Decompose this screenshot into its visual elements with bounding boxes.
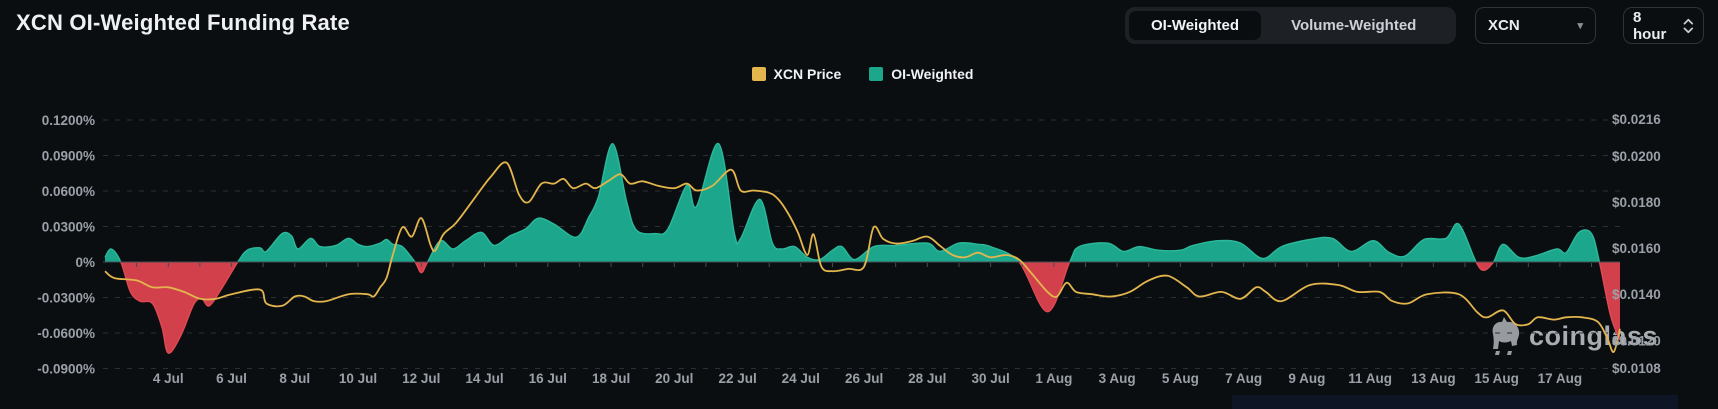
x-axis-label: 5 Aug [1162, 371, 1199, 386]
y-axis-left-label: 0.1200% [42, 113, 95, 128]
y-axis-right-label: $0.0108 [1612, 361, 1661, 376]
y-axis-right-label: $0.0160 [1612, 241, 1661, 256]
legend-label-price: XCN Price [773, 66, 842, 82]
x-axis-label: 4 Jul [153, 371, 184, 386]
y-axis-right-label: $0.0140 [1612, 287, 1661, 302]
x-axis-label: 10 Jul [339, 371, 377, 386]
x-axis-label: 11 Aug [1348, 371, 1392, 386]
header-controls: OI-Weighted Volume-Weighted XCN ▾ 8 hour [0, 7, 1718, 45]
x-axis-label: 14 Jul [465, 371, 503, 386]
interval-select-value: 8 hour [1633, 8, 1667, 43]
volume-weighted-tab[interactable]: Volume-Weighted [1269, 11, 1438, 40]
funding-edge-positive [104, 142, 1601, 262]
coinglass-watermark: coinglass [1486, 316, 1658, 356]
y-axis-right-label: $0.0200 [1612, 149, 1661, 164]
x-axis-label: 26 Jul [845, 371, 883, 386]
chart-legend: XCN Price OI-Weighted [105, 66, 1620, 82]
x-axis-label: 30 Jul [971, 371, 1009, 386]
highlight-bar [1232, 395, 1678, 409]
x-axis-label: 20 Jul [655, 371, 693, 386]
y-axis-left-label: -0.0300% [37, 291, 95, 306]
legend-item-price[interactable]: XCN Price [751, 66, 842, 82]
y-axis-right-label: $0.0180 [1612, 195, 1661, 210]
x-axis-label: 12 Jul [402, 371, 440, 386]
x-axis-label: 16 Jul [529, 371, 567, 386]
symbol-select[interactable]: XCN ▾ [1475, 7, 1596, 44]
y-axis-left-label: 0.0600% [42, 184, 95, 199]
chevron-down-icon: ▾ [1577, 20, 1583, 32]
coinglass-watermark-text: coinglass [1529, 320, 1659, 351]
y-axis-right-label: $0.0216 [1612, 112, 1661, 127]
x-axis-label: 1 Aug [1035, 371, 1072, 386]
funding-area-positive [105, 143, 1620, 262]
legend-label-oi-weighted: OI-Weighted [891, 66, 974, 82]
x-axis-label: 22 Jul [718, 371, 756, 386]
weighting-toggle: OI-Weighted Volume-Weighted [1125, 7, 1456, 44]
coinglass-logo-icon [1492, 317, 1520, 355]
x-axis-label: 18 Jul [592, 371, 630, 386]
x-axis-label: 6 Jul [216, 371, 247, 386]
oi-weighted-tab[interactable]: OI-Weighted [1129, 11, 1262, 40]
price-swatch-icon [751, 67, 766, 81]
oi-weighted-swatch-icon [869, 67, 884, 81]
symbol-select-value: XCN [1488, 17, 1520, 34]
interval-select[interactable]: 8 hour [1623, 7, 1704, 44]
y-axis-left-label: 0.0300% [42, 220, 95, 235]
x-axis-label: 7 Aug [1225, 371, 1262, 386]
x-axis-label: 3 Aug [1099, 371, 1136, 386]
y-axis-left-label: -0.0600% [37, 326, 95, 341]
y-axis-left-label: -0.0900% [37, 362, 95, 377]
page-title: XCN OI-Weighted Funding Rate [16, 10, 350, 35]
y-axis-left-label: 0.0900% [42, 149, 95, 164]
x-axis-label: 9 Aug [1288, 371, 1325, 386]
legend-item-oi-weighted[interactable]: OI-Weighted [869, 66, 973, 82]
x-axis-label: 15 Aug [1474, 371, 1519, 386]
y-axis-left-label: 0% [75, 255, 95, 270]
price-line [104, 161, 1621, 353]
x-axis-label: 28 Jul [908, 371, 946, 386]
x-axis-label: 8 Jul [279, 371, 310, 386]
x-axis-label: 24 Jul [782, 371, 820, 386]
up-down-arrows-icon [1683, 18, 1694, 33]
x-axis-label: 17 Aug [1538, 371, 1583, 386]
y-axis-right-label: $0.0120 [1612, 333, 1661, 348]
x-axis-label: 13 Aug [1411, 371, 1456, 386]
